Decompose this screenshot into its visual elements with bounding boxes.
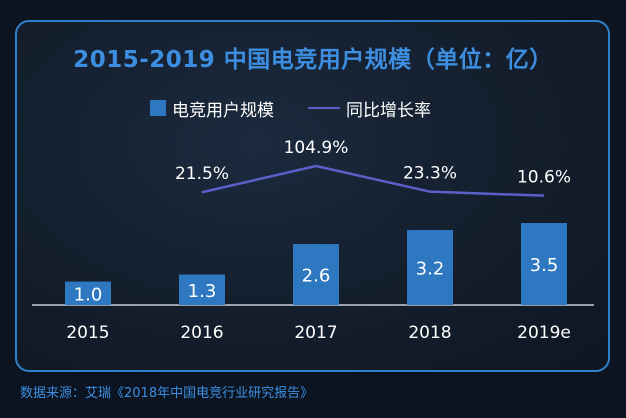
bar xyxy=(65,281,111,305)
x-tick-label: 2017 xyxy=(294,323,337,343)
growth-rate-line xyxy=(201,164,545,197)
chart-legend: 电竞用户规模 同比增长率 xyxy=(150,96,431,121)
chart-title: 2015-2019 中国电竞用户规模（单位：亿） xyxy=(73,47,553,73)
bar xyxy=(521,223,567,305)
x-tick-label: 2018 xyxy=(408,323,451,343)
bar xyxy=(179,274,225,305)
bar-value-label: 1.0 xyxy=(74,284,103,305)
bar-value-label: 2.6 xyxy=(302,266,331,287)
legend-line-label: 同比增长率 xyxy=(346,100,431,121)
bar-value-label: 3.2 xyxy=(416,259,445,280)
x-tick-label: 2015 xyxy=(66,323,109,343)
line-value-label: 10.6% xyxy=(517,168,571,188)
legend-bar-label: 电竞用户规模 xyxy=(172,100,274,121)
legend-bar-swatch xyxy=(150,100,166,116)
legend-line-swatch xyxy=(308,107,340,109)
chart-panel xyxy=(15,20,610,372)
line-value-label: 104.9% xyxy=(284,138,349,158)
bar xyxy=(407,230,453,305)
line-value-label: 21.5% xyxy=(175,164,229,184)
bar-value-label: 1.3 xyxy=(188,281,217,302)
source-note: 数据来源：艾瑞《2018年中国电竞行业研究报告》 xyxy=(20,386,314,401)
bar-value-label: 3.5 xyxy=(530,255,559,276)
bar xyxy=(293,244,339,305)
x-tick-label: 2019e xyxy=(517,323,571,343)
x-tick-label: 2016 xyxy=(180,323,223,343)
line-value-label: 23.3% xyxy=(403,164,457,184)
